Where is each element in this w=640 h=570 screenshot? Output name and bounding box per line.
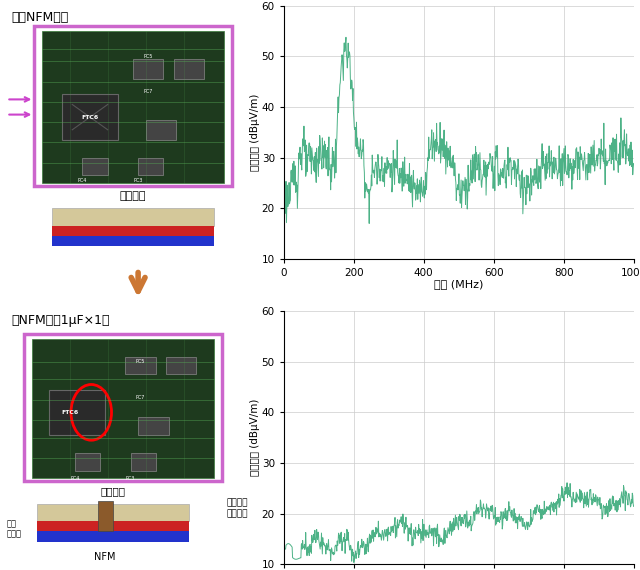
Bar	[75, 453, 100, 471]
Text: NFM: NFM	[95, 552, 116, 561]
Bar	[131, 453, 156, 471]
Bar	[52, 226, 214, 236]
Bar	[49, 389, 105, 435]
Text: PC3: PC3	[126, 476, 135, 481]
Text: 微型电脑: 微型电脑	[100, 486, 125, 496]
Text: PC5: PC5	[143, 54, 153, 59]
Bar	[166, 357, 196, 374]
Text: PC7: PC7	[136, 394, 145, 400]
Bar	[138, 417, 168, 435]
Bar	[35, 26, 232, 185]
Text: FTC6: FTC6	[61, 410, 78, 415]
Text: 没有NFM系列: 没有NFM系列	[12, 11, 68, 24]
Text: PC5: PC5	[136, 359, 145, 364]
Bar	[133, 59, 163, 79]
X-axis label: 频率 (MHz): 频率 (MHz)	[434, 279, 483, 290]
Bar	[138, 158, 163, 176]
Text: PC4: PC4	[70, 476, 79, 481]
Text: FTC6: FTC6	[81, 115, 99, 120]
Bar	[36, 503, 189, 521]
Text: 接地
电源线: 接地 电源线	[6, 519, 21, 539]
Bar	[42, 31, 224, 183]
Bar	[52, 208, 214, 226]
Bar	[83, 158, 108, 176]
Bar	[97, 501, 113, 531]
Text: PC3: PC3	[133, 178, 143, 183]
Text: 微型电脑: 微型电脑	[120, 190, 147, 201]
Bar	[62, 95, 118, 140]
Y-axis label: 噪声电平 (dBμV/m): 噪声电平 (dBμV/m)	[250, 399, 260, 477]
Bar	[36, 531, 189, 542]
Bar	[24, 334, 221, 481]
Bar	[32, 339, 214, 478]
Bar	[173, 59, 204, 79]
Text: PC4: PC4	[77, 178, 87, 183]
Bar	[36, 521, 189, 531]
Bar	[146, 120, 176, 140]
Bar	[125, 357, 156, 374]
Text: 有NFM系列1μF×1个: 有NFM系列1μF×1个	[12, 314, 110, 327]
Text: 内部叠层
电源布局: 内部叠层 电源布局	[227, 498, 248, 518]
Text: PC7: PC7	[143, 89, 153, 94]
Bar	[52, 236, 214, 246]
Y-axis label: 噪声电平 (dBμV/m): 噪声电平 (dBμV/m)	[250, 93, 260, 171]
